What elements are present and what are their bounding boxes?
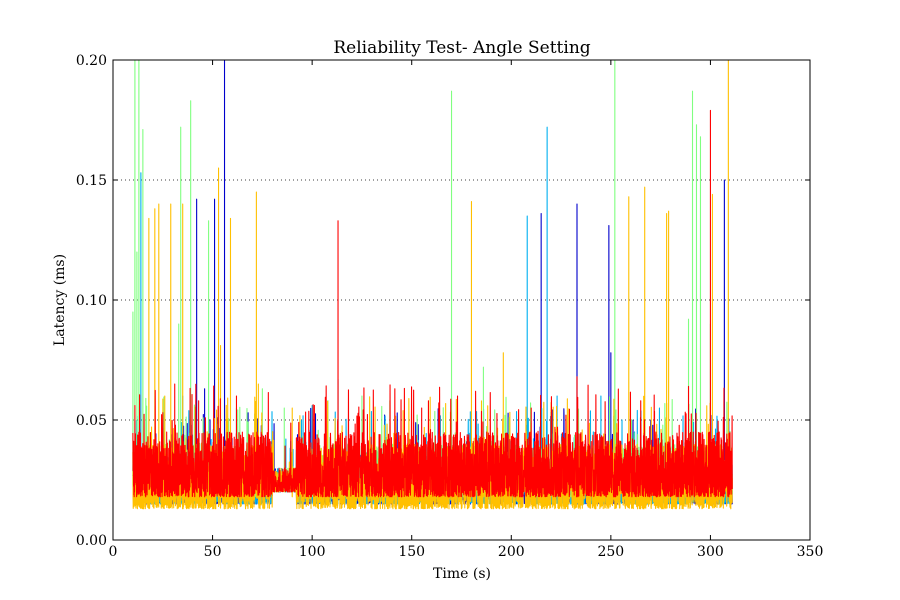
grid-lines <box>113 179 810 421</box>
y-tick-label: 0.10 <box>76 293 107 309</box>
x-tick-label: 250 <box>597 544 624 560</box>
chart-title: Reliability Test- Angle Setting <box>333 38 590 58</box>
x-tick-label: 50 <box>204 544 222 560</box>
x-tick-label: 300 <box>697 544 724 560</box>
x-axis-label: Time (s) <box>433 566 491 582</box>
y-axis-label: Latency (ms) <box>52 254 68 346</box>
y-tick-label: 0.15 <box>76 173 107 189</box>
axis-ticks: 0.00 0.05 0.10 0.15 0.20 0 50 100 150 200 250 300 35… <box>76 53 824 560</box>
x-tick-label: 350 <box>797 544 824 560</box>
y-tick-label: 0.05 <box>76 413 107 429</box>
x-tick-label: 200 <box>498 544 525 560</box>
x-tick-label: 150 <box>398 544 425 560</box>
y-tick-label: 0.20 <box>76 53 107 69</box>
x-tick-label: 0 <box>109 544 118 560</box>
series-line <box>132 109 733 498</box>
y-tick-label: 0.00 <box>76 533 107 549</box>
series-line <box>132 60 733 498</box>
plot-area <box>132 60 733 510</box>
x-tick-label: 100 <box>299 544 326 560</box>
